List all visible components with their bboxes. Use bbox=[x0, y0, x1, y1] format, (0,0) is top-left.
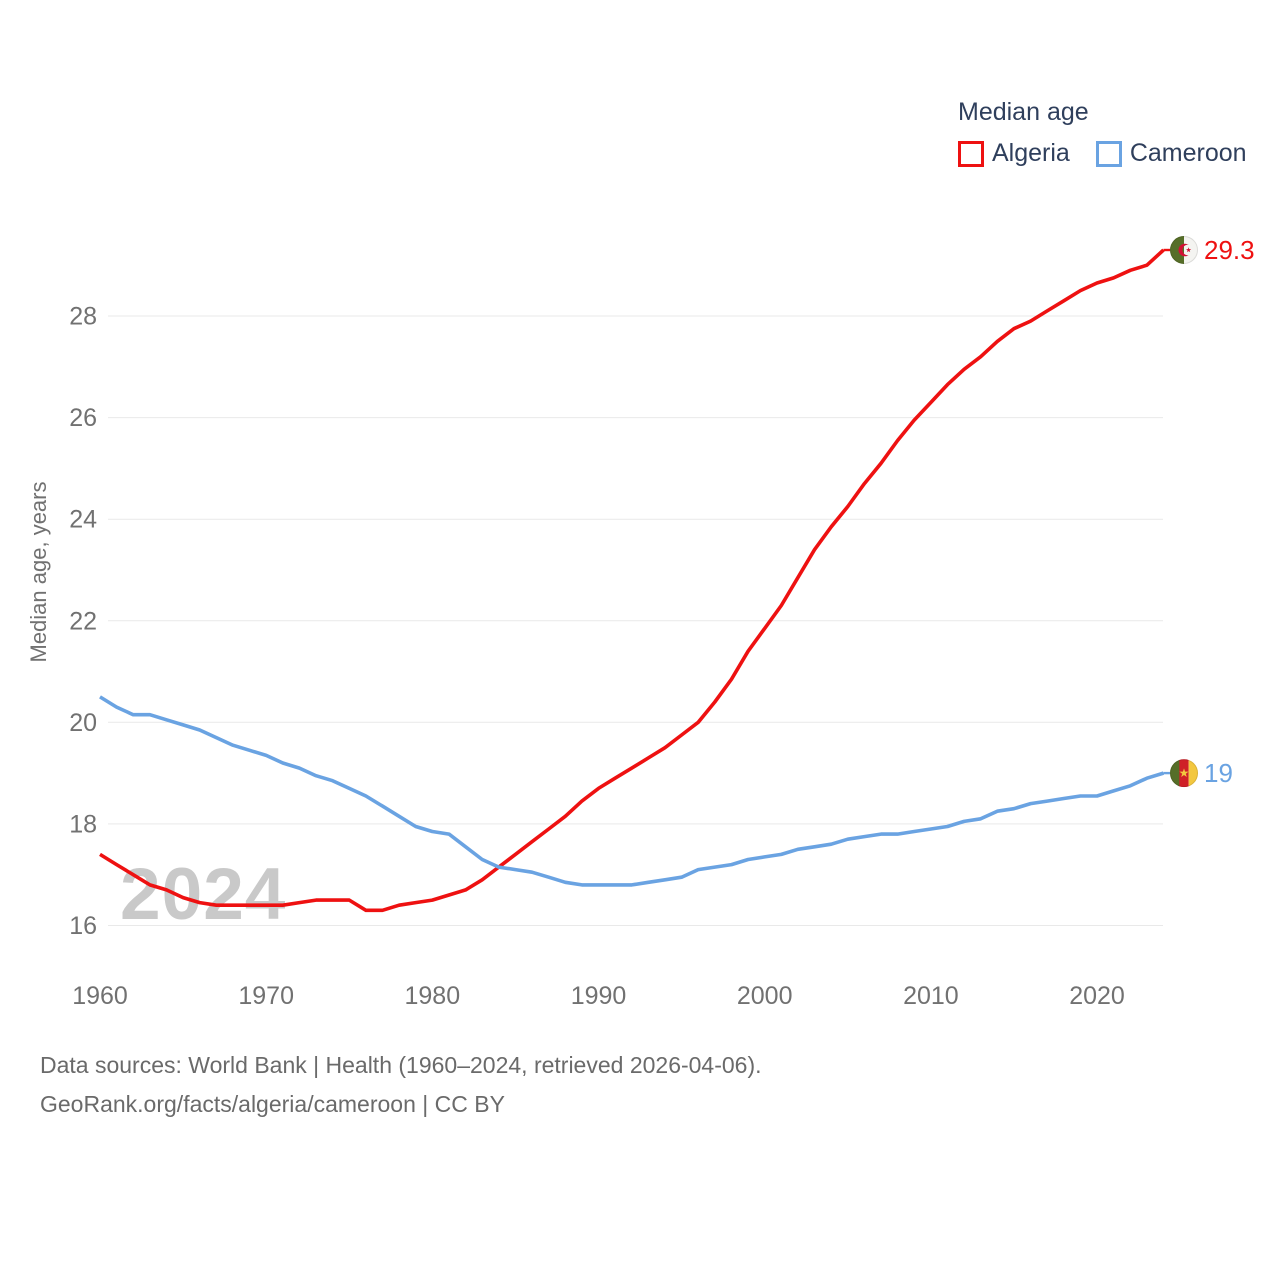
legend: Median age Algeria Cameroon bbox=[958, 98, 1247, 168]
legend-item-cameroon[interactable]: Cameroon bbox=[1095, 139, 1247, 168]
y-tick-label: 24 bbox=[69, 506, 97, 534]
y-tick-label: 20 bbox=[69, 709, 97, 737]
series-line-cameroon bbox=[99, 695, 1165, 887]
legend-label-cameroon: Cameroon bbox=[1129, 139, 1247, 167]
x-tick-label: 1960 bbox=[72, 982, 128, 1010]
x-tick-label: 1970 bbox=[238, 982, 294, 1010]
x-tick-label: 2010 bbox=[903, 982, 959, 1010]
legend-title: Median age bbox=[958, 98, 1089, 126]
legend-items: Algeria Cameroon bbox=[958, 139, 1247, 168]
algeria-swatch bbox=[958, 140, 984, 167]
legend-item-algeria[interactable]: Algeria bbox=[958, 139, 1070, 168]
cameroon-swatch bbox=[1095, 140, 1122, 167]
end-value-cameroon: 19 bbox=[1204, 758, 1233, 788]
series-line-algeria bbox=[99, 248, 1165, 913]
end-value-algeria: 29.3 bbox=[1204, 235, 1255, 265]
algeria-flag-icon bbox=[1170, 235, 1198, 264]
footer-attribution: GeoRank.org/facts/algeria/cameroon | CC … bbox=[40, 1091, 505, 1117]
footer: Data sources: World Bank | Health (1960–… bbox=[40, 1046, 762, 1124]
y-tick-label: 16 bbox=[69, 912, 97, 940]
cameroon-flag-icon bbox=[1170, 759, 1198, 788]
x-axis-ticks: 1960 1970 1980 1990 2000 2010 2020 bbox=[72, 982, 1125, 1010]
x-tick-label: 1990 bbox=[571, 982, 627, 1010]
y-tick-label: 28 bbox=[69, 303, 97, 331]
y-tick-label: 22 bbox=[69, 607, 97, 635]
y-tick-label: 18 bbox=[69, 810, 97, 838]
legend-label-algeria: Algeria bbox=[992, 139, 1070, 167]
y-axis-ticks: 16 18 20 22 24 26 28 bbox=[69, 303, 97, 941]
x-tick-label: 2000 bbox=[737, 982, 793, 1010]
y-axis-title: Median age, years bbox=[26, 482, 51, 663]
footer-sources: Data sources: World Bank | Health (1960–… bbox=[40, 1052, 762, 1078]
series-lines bbox=[99, 248, 1170, 913]
y-tick-label: 26 bbox=[69, 404, 97, 432]
watermark-year: 2024 bbox=[120, 854, 286, 935]
x-tick-label: 2020 bbox=[1069, 982, 1125, 1010]
gridlines bbox=[108, 315, 1163, 926]
x-tick-label: 1980 bbox=[404, 982, 460, 1010]
